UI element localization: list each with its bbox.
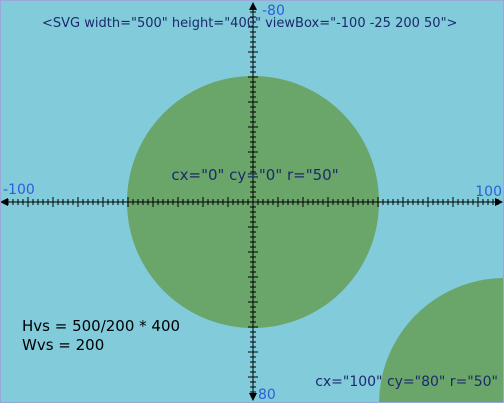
hvs-formula: Hvs = 500/200 * 400: [22, 317, 180, 335]
x-axis-left-arrow: [1, 198, 8, 206]
x-axis-ticks: [7, 197, 499, 207]
corner-circle-label: cx="100" cy="80" r="50": [315, 374, 498, 390]
svg-declaration-text: <SVG width="500" height="400" viewBox="-…: [42, 16, 457, 31]
corner-circle: [379, 278, 503, 402]
y-axis-top-arrow: [249, 2, 257, 10]
y-axis-max-label: 80: [258, 387, 276, 403]
y-axis-min-label: -80: [262, 3, 285, 19]
y-axis-ticks: [248, 11, 258, 393]
x-axis-min-label: -100: [3, 182, 35, 198]
main-circle-label: cx="0" cy="0" r="50": [171, 166, 338, 184]
wvs-formula: Wvs = 200: [22, 336, 104, 354]
x-axis-max-label: 100: [475, 184, 502, 200]
x-axis-right-arrow: [495, 198, 503, 206]
y-axis-bottom-arrow: [249, 393, 257, 401]
